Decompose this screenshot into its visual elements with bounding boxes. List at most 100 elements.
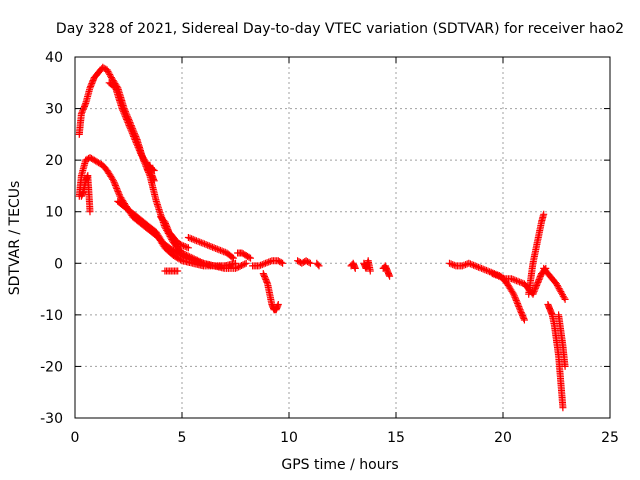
data-point-track-e	[121, 111, 129, 119]
data-point-track-q	[481, 266, 489, 274]
data-point-track-c	[86, 208, 94, 216]
data-point-track-e	[128, 128, 136, 136]
data-point-track-a	[103, 66, 111, 74]
data-point-track-k	[274, 301, 282, 308]
data-point-track-h	[210, 244, 218, 252]
data-point-track-t	[557, 288, 565, 296]
data-point-track-j	[279, 259, 287, 267]
data-point-track-m	[314, 261, 322, 269]
data-point-track-q	[514, 300, 522, 307]
data-point-track-a	[105, 69, 113, 77]
data-point-track-e	[133, 140, 141, 148]
data-point-track-t	[554, 283, 562, 291]
data-point-track-r	[533, 281, 541, 289]
data-point-track-e	[135, 146, 143, 154]
points-layer	[75, 63, 569, 412]
x-tick-label: 5	[178, 430, 187, 446]
x-tick-label: 15	[387, 430, 405, 446]
data-point-track-h	[218, 247, 226, 255]
data-point-track-b	[114, 188, 122, 196]
data-point-track-g	[181, 243, 189, 250]
ticks-layer: 0 5 10 15 20 25 -30 -20 -10 0 10 20 30 40	[40, 50, 619, 446]
data-point-track-j	[255, 262, 263, 270]
data-point-track-r	[517, 279, 525, 287]
data-point-track-e	[126, 125, 134, 133]
data-point-track-d	[181, 253, 189, 261]
data-point-track-g	[184, 244, 192, 252]
data-point-track-r	[511, 276, 519, 284]
data-point-track-b	[115, 189, 123, 197]
y-tick-label: 40	[45, 50, 63, 66]
data-point-track-a	[79, 107, 87, 115]
data-point-track-q	[509, 289, 517, 297]
data-point-track-r	[535, 276, 543, 283]
data-point-track-h	[229, 254, 237, 262]
data-point-track-q	[513, 298, 521, 306]
chart-title: Day 328 of 2021, Sidereal Day-to-day VTE…	[56, 21, 624, 37]
data-point-track-d	[236, 262, 244, 270]
data-point-track-k	[261, 273, 268, 280]
x-tick-label: 25	[601, 430, 619, 446]
data-point-track-g	[177, 240, 185, 248]
data-point-track-h	[201, 240, 208, 248]
x-tick-label: 0	[71, 430, 80, 446]
y-tick-label: -20	[40, 359, 63, 375]
data-point-track-d	[242, 259, 250, 267]
data-point-track-p	[386, 272, 394, 280]
data-point-track-j	[277, 258, 285, 266]
data-point-track-h	[215, 246, 223, 254]
data-point-track-h	[228, 253, 236, 261]
data-point-track-e	[130, 132, 138, 140]
data-point-track-t	[553, 280, 560, 288]
x-tick-label: 10	[280, 430, 298, 446]
data-point-track-d	[232, 264, 239, 272]
data-point-track-r	[490, 270, 498, 278]
data-point-track-r	[493, 272, 501, 279]
data-point-track-j	[262, 259, 269, 267]
data-point-track-t	[556, 286, 564, 294]
data-point-track-e	[125, 122, 133, 130]
data-point-track-v	[561, 362, 569, 370]
data-point-track-b	[109, 175, 117, 183]
data-point-track-r	[496, 273, 504, 281]
data-point-track-b	[113, 185, 121, 192]
data-point-track-b	[110, 178, 118, 186]
data-point-track-q	[462, 261, 470, 269]
y-tick-label: -30	[40, 411, 63, 427]
data-point-track-q	[520, 316, 528, 324]
data-point-track-q	[458, 262, 466, 270]
data-point-track-e	[134, 143, 142, 151]
data-point-track-r	[500, 274, 507, 282]
data-point-track-l	[306, 259, 314, 267]
data-point-track-e	[122, 114, 130, 122]
data-point-track-b	[111, 181, 119, 189]
data-point-track-q	[517, 309, 525, 317]
data-point-track-b	[110, 177, 117, 185]
data-point-track-o	[366, 267, 374, 275]
data-point-track-e	[119, 106, 127, 114]
data-point-track-f	[150, 177, 158, 185]
plot-frame	[74, 56, 611, 419]
data-point-track-t	[555, 285, 563, 293]
data-point-track-h	[196, 238, 204, 246]
data-point-track-d	[239, 261, 247, 269]
data-point-track-d	[238, 262, 246, 269]
data-point-track-q	[450, 261, 458, 269]
data-point-track-a	[106, 71, 114, 78]
data-point-track-g	[178, 241, 186, 249]
y-tick-label: 10	[45, 205, 63, 221]
data-point-track-q	[473, 263, 481, 270]
y-tick-label: 30	[45, 102, 63, 118]
data-point-track-q	[520, 315, 528, 322]
data-point-track-q	[466, 260, 474, 268]
data-point-track-u	[559, 404, 567, 412]
data-point-track-q	[470, 261, 478, 269]
data-point-track-l	[305, 258, 313, 266]
data-point-track-t	[559, 291, 566, 299]
x-axis-label: GPS time / hours	[281, 457, 398, 473]
data-point-track-n	[351, 264, 359, 272]
data-point-track-q	[478, 264, 486, 272]
data-point-track-d	[241, 260, 249, 268]
data-point-track-t	[561, 295, 569, 303]
